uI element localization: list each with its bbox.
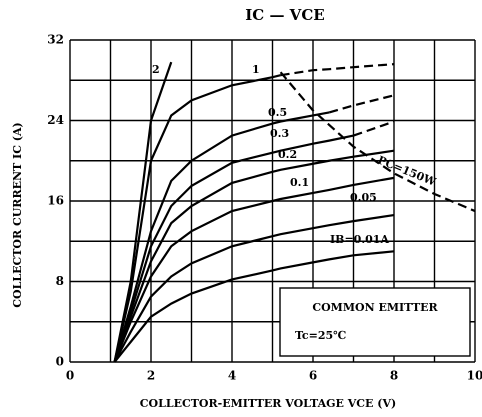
curve-label: 0.05 xyxy=(350,191,377,204)
x-tick-label: 10 xyxy=(467,369,482,383)
annotation: COMMON EMITTER xyxy=(312,301,438,314)
curve xyxy=(113,176,395,363)
curve-extension xyxy=(353,120,395,137)
curve xyxy=(113,61,173,363)
curve xyxy=(113,213,395,363)
annotation-box xyxy=(279,287,471,357)
power-limit xyxy=(279,71,476,213)
x-tick-label: 4 xyxy=(228,369,236,383)
chart-title: IC — VCE xyxy=(245,6,324,24)
curve xyxy=(113,250,395,363)
annotation: Tc=25℃ xyxy=(295,329,346,342)
curve xyxy=(113,149,395,363)
curve xyxy=(113,111,330,363)
x-tick-label: 6 xyxy=(309,369,317,383)
y-tick-label: 8 xyxy=(56,274,64,288)
curve-label: 0.3 xyxy=(270,127,289,140)
curve xyxy=(113,74,281,363)
y-axis-label: COLLECTOR CURRENT IC (A) xyxy=(11,122,24,307)
x-tick-label: 2 xyxy=(147,369,155,383)
y-tick-label: 16 xyxy=(47,194,64,208)
curve-label: 1 xyxy=(252,63,260,76)
x-axis-label: COLLECTOR-EMITTER VOLTAGE VCE (V) xyxy=(140,397,396,410)
curve xyxy=(113,134,354,363)
y-tick-label: 0 xyxy=(56,355,64,369)
curve-label: 0.1 xyxy=(290,176,309,189)
x-tick-label: 8 xyxy=(390,369,398,383)
y-tick-label: 24 xyxy=(47,113,64,127)
curve-label: IB=0.01A xyxy=(330,233,389,246)
power-limit-label: PC=150W xyxy=(376,154,439,189)
x-tick-label: 0 xyxy=(66,369,74,383)
curve-label: 2 xyxy=(152,63,160,76)
y-tick-label: 32 xyxy=(47,33,64,47)
curve-extension xyxy=(328,94,395,114)
curve-extension xyxy=(280,63,395,77)
curve-label: 0.5 xyxy=(268,106,287,119)
